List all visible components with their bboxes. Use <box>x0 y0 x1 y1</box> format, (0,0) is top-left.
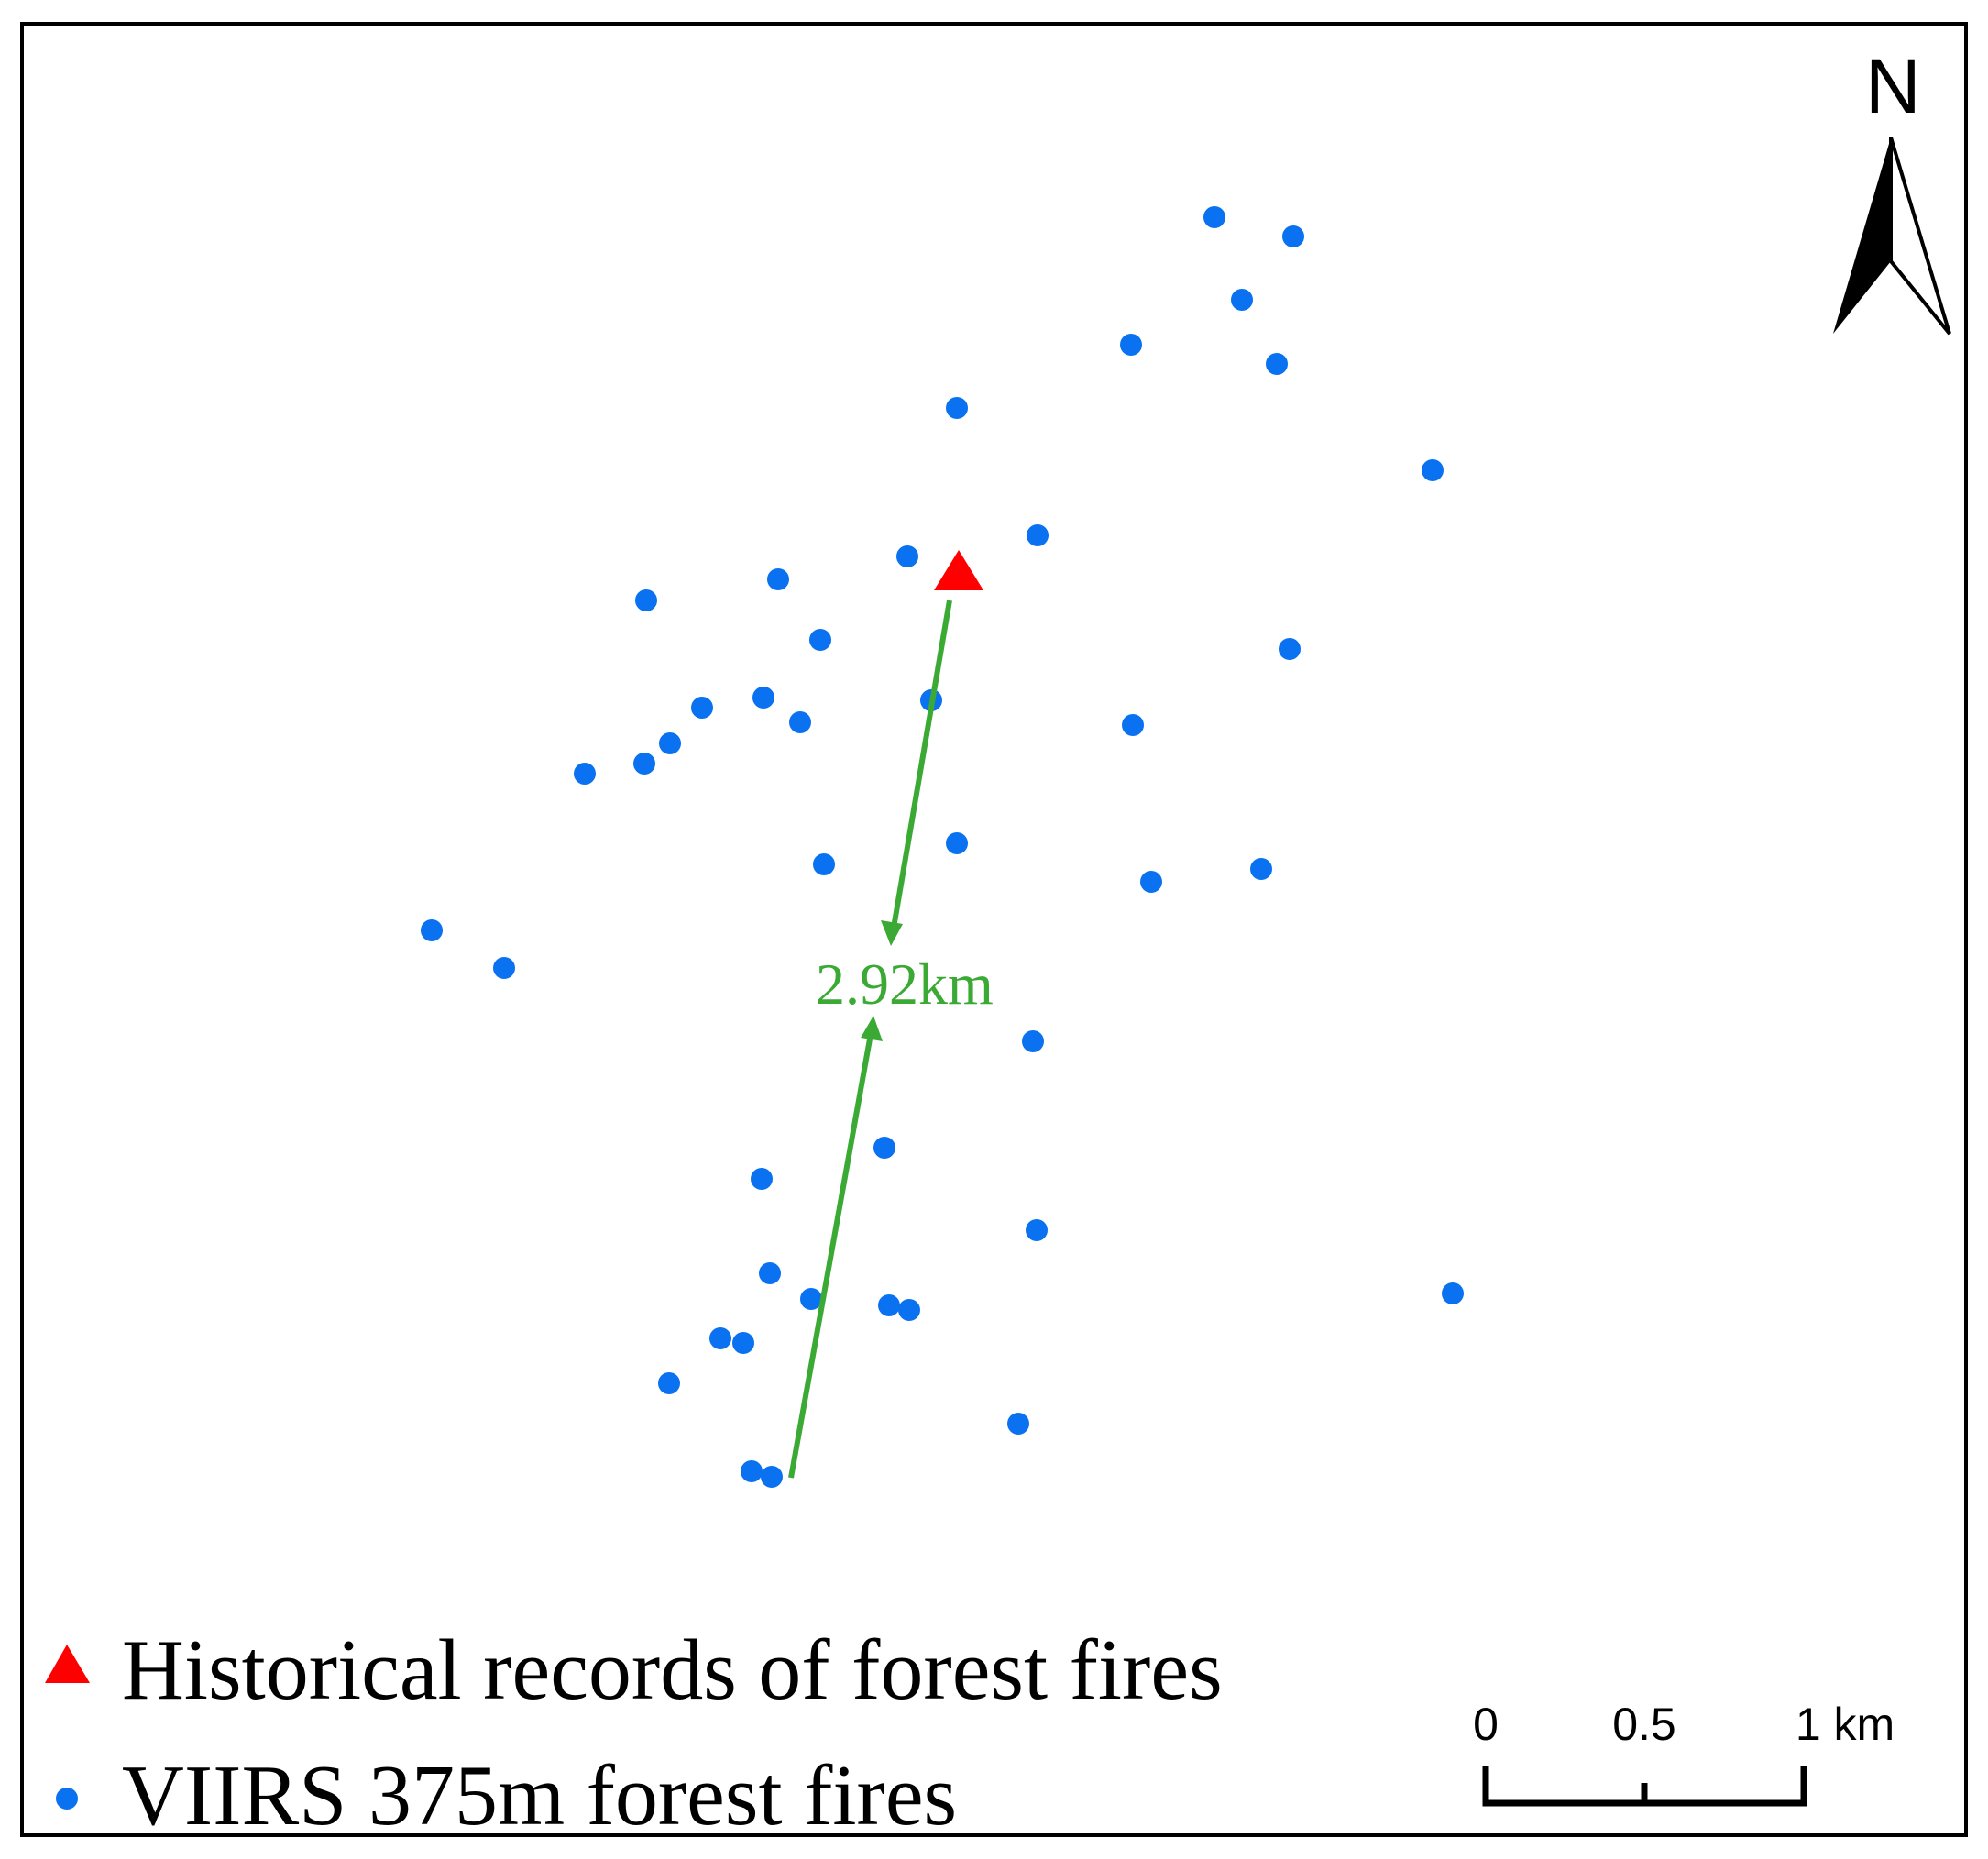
viirs-fire-point <box>574 763 596 785</box>
legend-historical-icon <box>45 1644 90 1683</box>
viirs-fire-point <box>1282 226 1304 248</box>
viirs-fire-point <box>946 832 968 854</box>
viirs-fire-point <box>878 1294 900 1316</box>
viirs-fire-point <box>658 1372 680 1394</box>
viirs-fire-point <box>421 919 443 941</box>
viirs-fire-point <box>1120 334 1142 356</box>
scale-bar: 0 0.5 1 km <box>1473 1699 1895 1807</box>
map-frame <box>20 22 1968 1837</box>
north-arrow-left-half-icon <box>1833 138 1891 334</box>
distance-arrow: 2.92km <box>788 600 994 1479</box>
viirs-fire-point <box>896 545 918 567</box>
viirs-fire-point <box>898 1299 920 1321</box>
viirs-fire-point <box>732 1332 754 1354</box>
distance-arrowhead-upper <box>881 920 903 946</box>
legend: Historical records of forest fires VIIRS… <box>45 1622 1223 1843</box>
viirs-fire-point <box>751 1168 773 1190</box>
legend-viirs-icon <box>56 1788 78 1810</box>
viirs-fire-point <box>1422 459 1444 481</box>
legend-viirs-label: VIIRS 375m forest fires <box>122 1748 957 1843</box>
distance-arrowhead-lower <box>861 1016 883 1041</box>
north-arrow: N <box>1833 43 1951 336</box>
viirs-fire-point <box>709 1327 731 1349</box>
viirs-fire-point <box>1122 714 1144 736</box>
distance-line-lower <box>788 1033 873 1479</box>
viirs-fire-point <box>800 1288 822 1310</box>
viirs-fire-point <box>767 568 789 590</box>
scale-label-0: 0 <box>1473 1699 1499 1750</box>
viirs-fire-point <box>1022 1030 1044 1052</box>
viirs-fire-point <box>809 629 831 651</box>
viirs-fire-point <box>659 732 681 754</box>
viirs-fire-point <box>1026 1219 1048 1241</box>
viirs-fire-point <box>1027 524 1049 546</box>
viirs-fire-point <box>741 1460 763 1482</box>
viirs-fire-point <box>635 589 657 611</box>
viirs-fire-point <box>873 1137 895 1159</box>
viirs-fire-point <box>946 397 968 419</box>
scale-bar-line <box>1482 1766 1807 1807</box>
viirs-fire-point <box>691 697 713 719</box>
legend-historical-label: Historical records of forest fires <box>122 1622 1223 1718</box>
viirs-fire-point <box>1007 1413 1029 1435</box>
viirs-fire-point <box>752 687 774 709</box>
scale-label-half: 0.5 <box>1612 1699 1676 1750</box>
scale-label-1km: 1 km <box>1796 1699 1895 1750</box>
viirs-fire-point <box>1279 638 1301 660</box>
distance-line-upper <box>891 600 952 929</box>
north-arrow-right-half-icon <box>1889 137 1951 336</box>
viirs-fire-point <box>493 957 515 979</box>
viirs-fire-point <box>1140 871 1162 893</box>
north-label: N <box>1865 43 1921 129</box>
viirs-fire-point <box>813 853 835 875</box>
distance-label: 2.92km <box>816 952 994 1017</box>
viirs-fire-point <box>633 753 655 775</box>
viirs-fire-point <box>789 711 811 733</box>
historical-fire-marker <box>934 550 983 590</box>
viirs-fire-point <box>1231 289 1253 311</box>
viirs-fire-point <box>1442 1282 1464 1304</box>
viirs-fire-point <box>1250 858 1272 880</box>
viirs-fire-points <box>421 206 1464 1488</box>
viirs-fire-point <box>1203 206 1225 228</box>
viirs-fire-point <box>761 1466 783 1488</box>
viirs-fire-point <box>759 1262 781 1284</box>
viirs-fire-point <box>1266 353 1288 375</box>
